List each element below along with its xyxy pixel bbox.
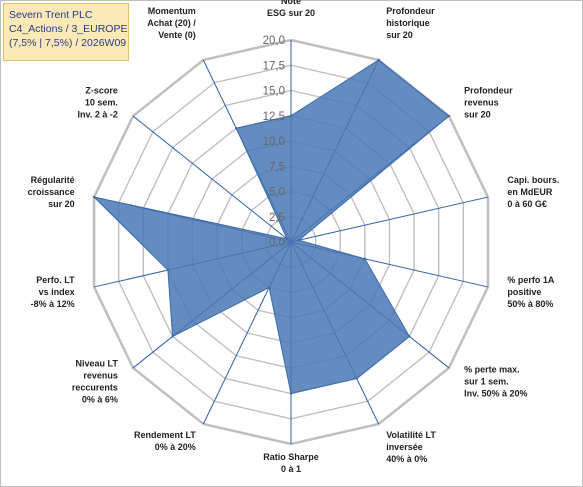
axis-label: Rendement LT 0% à 20% bbox=[134, 430, 196, 452]
tick-label: 17,5 bbox=[263, 60, 285, 72]
axis-label: Volatilité LT inversée 40% à 0% bbox=[386, 430, 436, 464]
tick-label: 5,0 bbox=[269, 187, 285, 199]
data-point bbox=[267, 286, 271, 289]
data-point bbox=[166, 268, 170, 272]
axis-label: % perte max. sur 1 sem. Inv. 50% à 20% bbox=[464, 365, 527, 399]
data-point bbox=[92, 195, 96, 199]
tick-label: 12,5 bbox=[263, 111, 285, 123]
data-point bbox=[408, 335, 411, 338]
axis-label: Ratio Sharpe 0 à 1 bbox=[263, 452, 319, 474]
data-point bbox=[363, 257, 367, 261]
axis-label: Profondeur historique sur 20 bbox=[386, 6, 435, 40]
tick-label: 2,5 bbox=[269, 212, 285, 224]
data-point bbox=[171, 335, 174, 338]
axis-label: % perfo 1A positive 50% à 80% bbox=[507, 275, 555, 309]
axis-label: Niveau LT revenus reccurents 0% à 6% bbox=[72, 359, 119, 405]
axis-label: Z-score 10 sem. Inv. 2 à -2 bbox=[78, 85, 118, 119]
data-point bbox=[289, 392, 293, 395]
data-point bbox=[235, 127, 238, 130]
tick-label: 7,5 bbox=[269, 161, 285, 173]
tick-label: 0,0 bbox=[269, 237, 285, 249]
data-point bbox=[289, 114, 293, 117]
axis-label: Momentum Achat (20) / Vente (0) bbox=[147, 6, 196, 40]
axis-label: Capi. bours. en MdEUR 0 à 60 G€ bbox=[507, 175, 559, 209]
axis-label: Perfo. LT vs index -8% à 12% bbox=[31, 275, 76, 309]
data-point bbox=[447, 114, 451, 118]
tick-label: 15,0 bbox=[263, 86, 285, 98]
title-line: C4_Actions / 3_EUROPE bbox=[9, 23, 128, 35]
tick-label: 20,0 bbox=[263, 35, 285, 47]
axis-label: Note ESG sur 20 bbox=[267, 0, 315, 18]
tick-label: 10,0 bbox=[263, 136, 285, 148]
chart-title-box: Severn Trent PLC C4_Actions / 3_EUROPE (… bbox=[3, 3, 129, 61]
data-point bbox=[285, 237, 289, 241]
data-point bbox=[297, 239, 301, 242]
title-line: (7,5% | 7,5%) / 2026W09 bbox=[9, 37, 127, 49]
axis-label: Profondeur revenus sur 20 bbox=[464, 85, 513, 119]
title-line: Severn Trent PLC bbox=[9, 9, 93, 21]
axis-label: Régularité croissance sur 20 bbox=[28, 175, 75, 209]
axis-spoke bbox=[290, 196, 489, 243]
data-point bbox=[377, 58, 380, 62]
data-point bbox=[355, 377, 358, 380]
axis-spoke bbox=[132, 115, 292, 243]
